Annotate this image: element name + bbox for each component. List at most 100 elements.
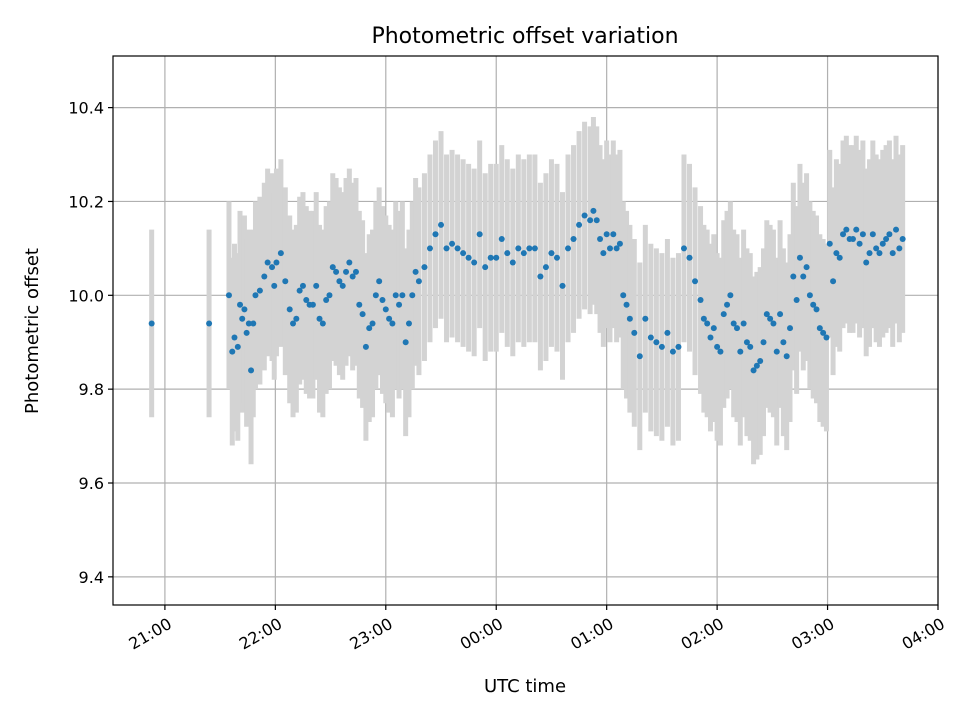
data-point [763,311,770,318]
data-point [471,259,478,266]
data-point [515,245,522,252]
data-point [813,306,820,313]
data-point [346,259,353,266]
y-tick-label: 10.4 [68,99,104,118]
data-point [790,273,797,280]
data-point [876,250,883,257]
data-point [542,264,549,271]
data-point [531,245,538,252]
data-point [250,320,257,327]
data-point [664,329,671,336]
data-point [600,250,607,257]
data-point [313,282,320,289]
data-point [697,297,704,303]
data-point [369,320,376,327]
data-point [747,343,754,350]
plot-frame [112,55,939,606]
data-point [803,264,810,271]
data-point [833,250,840,257]
data-point [853,226,860,233]
data-point [896,245,903,252]
data-point [537,273,544,280]
data-point [412,268,419,275]
data-point [476,231,483,238]
chart-title: Photometric offset variation [371,24,678,49]
data-point [636,353,643,360]
data-point [692,278,699,285]
data-point [889,250,896,257]
y-ticks: 9.4 9.6 9.8 10.0 10.2 10.4 [68,99,113,587]
data-point [773,348,780,355]
data-point [282,278,289,285]
data-point [449,240,456,247]
data-point [581,212,588,219]
data-point [241,306,248,313]
data-point [740,320,747,327]
data-point [710,325,717,332]
data-point [810,301,817,308]
data-point [329,264,336,271]
data-point [402,339,409,346]
data-point [465,254,472,261]
data-point [750,367,757,374]
data-point [680,245,687,252]
data-point [443,245,450,252]
data-point [593,217,600,224]
data-point [823,334,830,341]
data-point [613,245,620,252]
data-point [372,292,379,299]
data-point [326,292,333,299]
data-point [675,343,682,350]
data-point [570,236,577,242]
data-point [717,348,724,355]
data-point [454,245,461,252]
data-point [899,236,906,242]
data-point [336,278,343,285]
data-point [753,362,760,369]
data-point [386,315,393,322]
data-point [856,240,863,247]
data-point [392,292,399,299]
data-point [421,264,428,271]
data-point [396,301,403,308]
data-point [830,278,837,285]
data-point [415,278,422,285]
y-tick-label: 10.0 [68,286,104,305]
data-point [704,320,711,327]
data-point [737,348,744,355]
data-point [352,268,359,275]
data-point [836,254,843,261]
data-point [239,315,246,322]
data-point [587,217,594,224]
data-point [859,231,866,238]
data-point [796,254,803,261]
data-point [806,292,813,299]
data-point [333,268,340,275]
data-point [658,343,665,350]
data-point [707,334,714,341]
data-point [642,315,649,322]
data-point [826,240,833,247]
data-point [389,320,396,327]
data-point [460,250,467,257]
data-point [493,254,500,261]
data-point [245,320,252,327]
y-tick-label: 9.4 [79,568,104,587]
data-point [576,221,583,228]
data-point [356,301,363,308]
data-point [309,301,316,308]
data-point [229,348,236,355]
data-point [225,292,232,299]
data-point [863,259,870,266]
data-point [743,339,750,346]
data-point [727,292,734,299]
data-point [487,254,494,261]
data-point [787,325,794,332]
data-point [553,254,560,261]
data-point [277,250,284,257]
data-point [783,353,790,360]
data-point [893,226,900,233]
data-point [793,297,800,303]
